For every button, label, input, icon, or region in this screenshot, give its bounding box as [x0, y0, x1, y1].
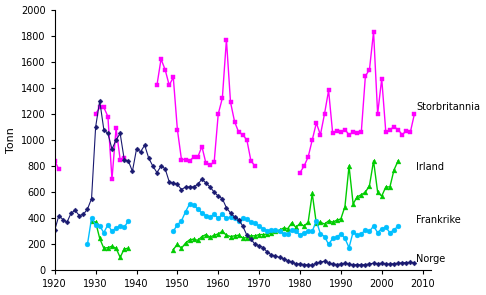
Text: Frankrike: Frankrike — [417, 214, 461, 224]
Text: Norge: Norge — [417, 254, 446, 264]
Text: Storbritannia: Storbritannia — [417, 102, 481, 112]
Y-axis label: Tonn: Tonn — [5, 127, 16, 153]
Text: Irland: Irland — [417, 162, 445, 172]
